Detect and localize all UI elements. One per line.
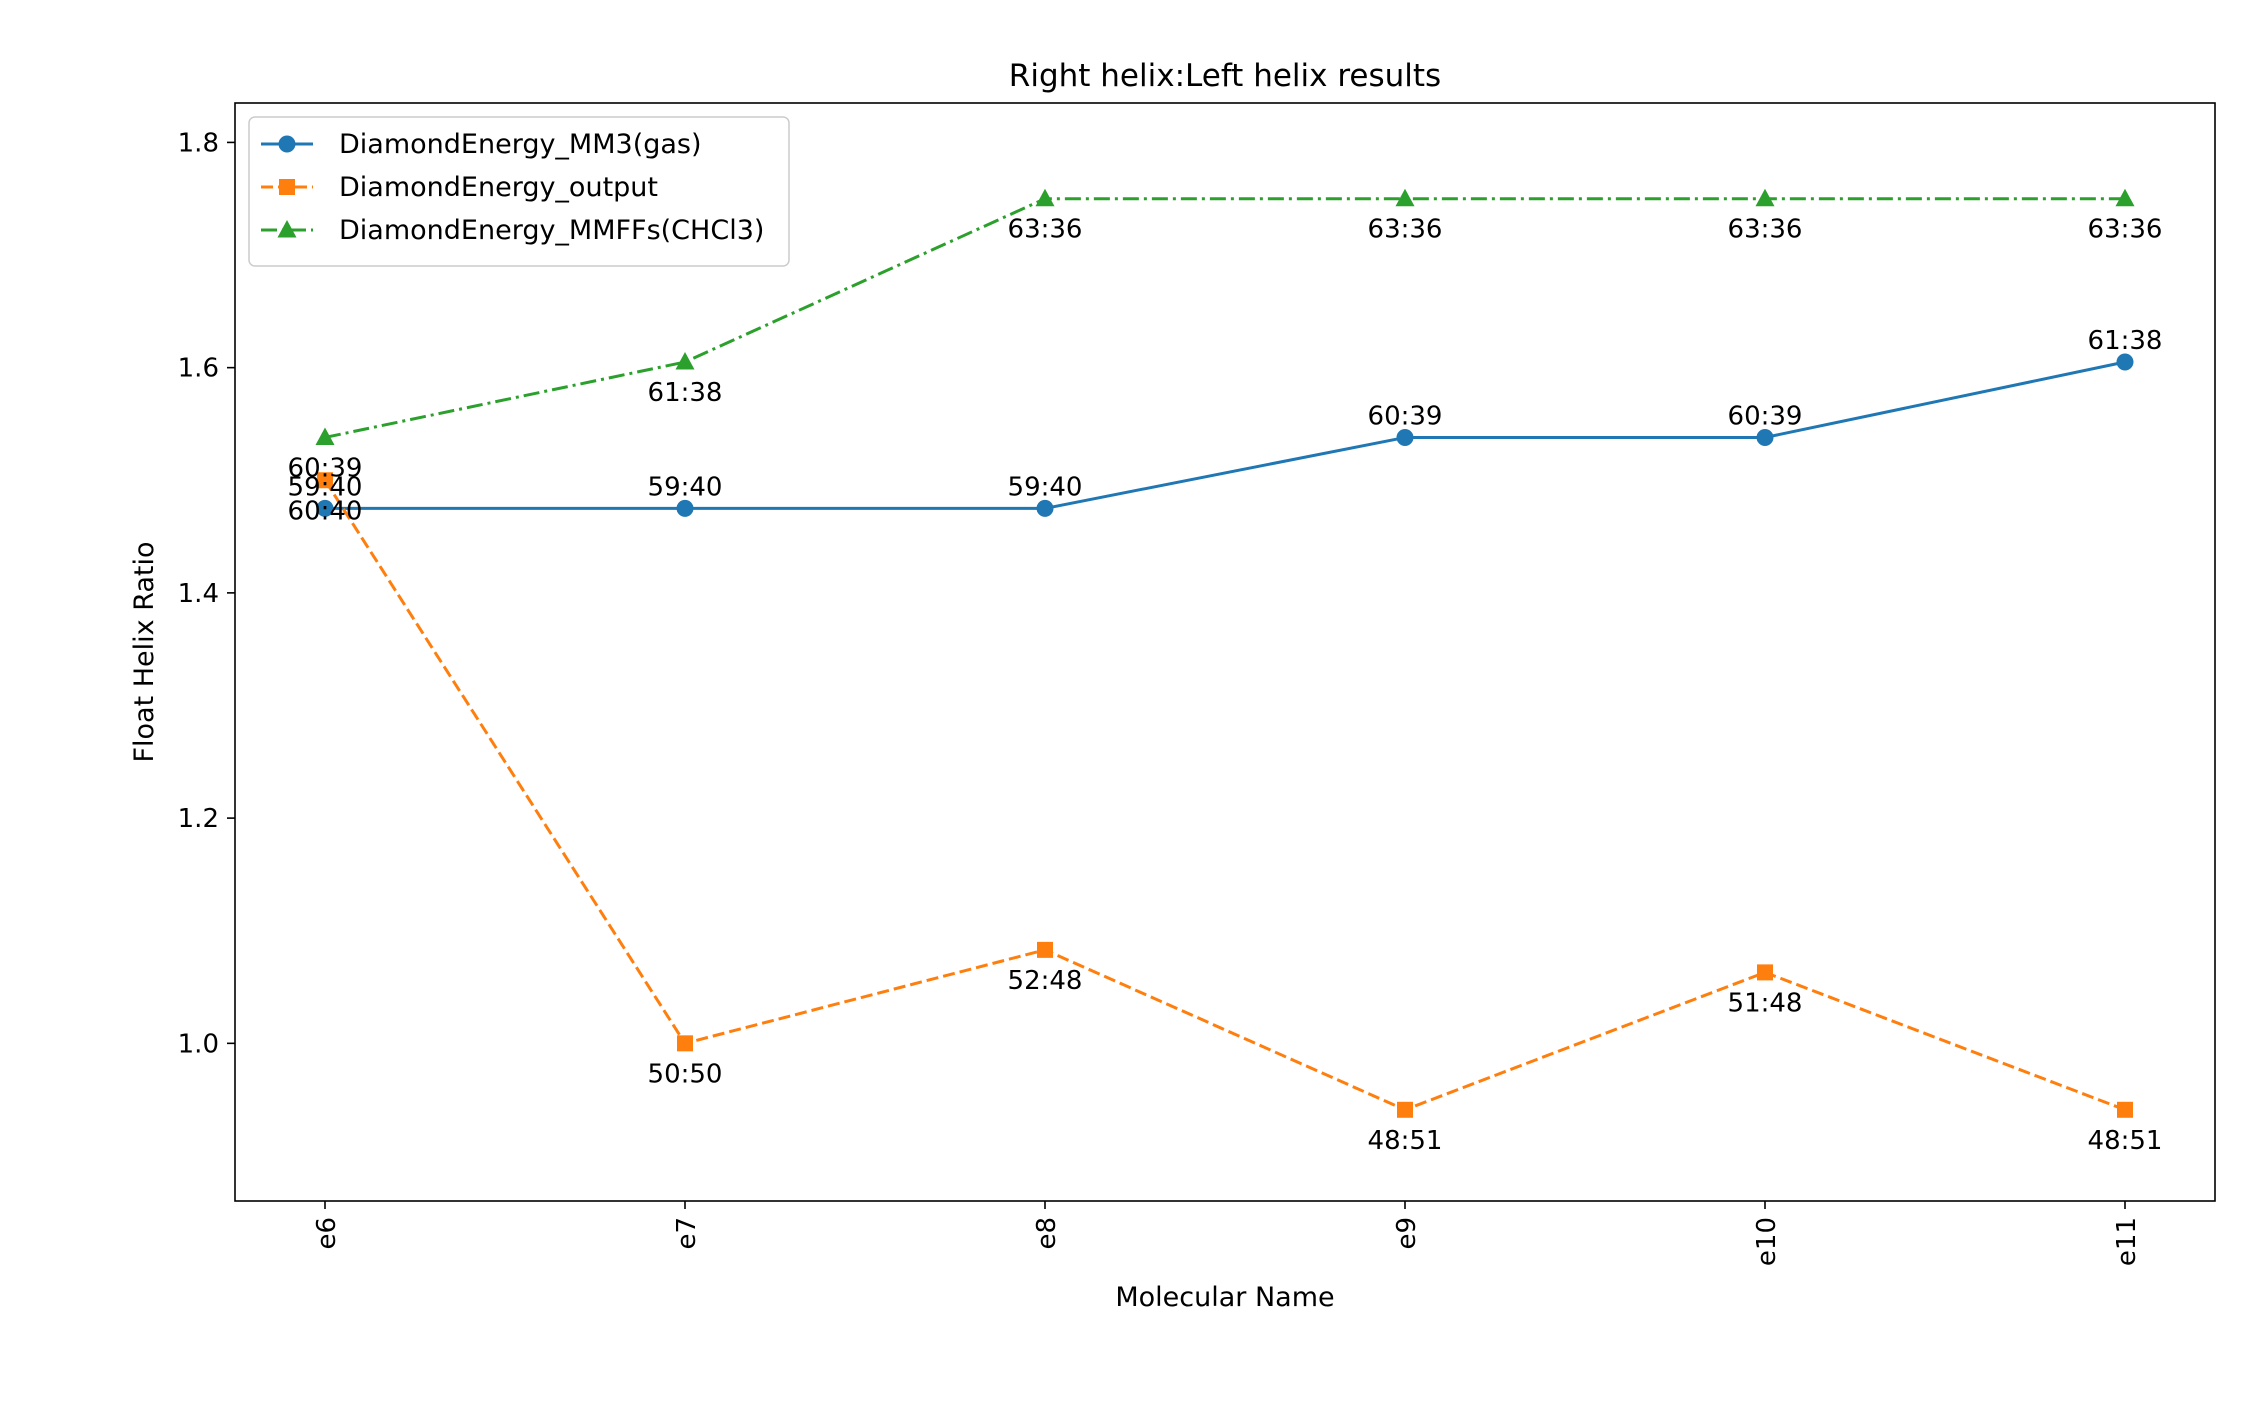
- chart-title: Right helix:Left helix results: [1009, 58, 1441, 94]
- series-1-point: [2116, 353, 2134, 371]
- plot-frame: [234, 102, 2216, 1202]
- legend-label-3: DiamondEnergy_MMFFs(CHCl3): [339, 215, 764, 246]
- data-label: 60:39: [288, 453, 363, 483]
- series-1-point: [1396, 428, 1414, 446]
- y-axis: 1.0 1.2 1.4 1.6 1.8: [178, 128, 235, 1059]
- x-tick-label: e7: [672, 1217, 702, 1250]
- y-tick-label: 1.0: [178, 1029, 219, 1059]
- x-tick-label: e9: [1392, 1217, 1422, 1250]
- data-label: 63:36: [1728, 215, 1803, 245]
- series-3-point: [675, 352, 695, 370]
- series-2-point: [1757, 964, 1773, 981]
- legend-marker-1: [278, 135, 296, 153]
- y-tick-label: 1.6: [178, 354, 219, 384]
- data-label: 48:51: [1368, 1126, 1443, 1156]
- data-label: 52:48: [1008, 966, 1083, 996]
- y-tick-label: 1.2: [178, 804, 219, 834]
- x-tick-label: e10: [1752, 1217, 1782, 1266]
- x-axis: e6 e7 e8 e9 e10 e11: [312, 1201, 2142, 1266]
- data-label: 61:38: [2088, 326, 2163, 356]
- legend-marker-2: [279, 179, 295, 195]
- series-1-point: [1756, 428, 1774, 446]
- x-axis-label: Molecular Name: [1115, 1282, 1334, 1313]
- data-label: 50:50: [648, 1059, 723, 1089]
- data-label: 60:40: [288, 496, 363, 526]
- data-label: 60:39: [1728, 401, 1803, 431]
- series-3-point: [1755, 188, 1775, 207]
- series-3-point: [1035, 188, 1055, 207]
- legend-label-2: DiamondEnergy_output: [339, 172, 658, 203]
- series-2-point: [1037, 941, 1053, 958]
- series-2-point: [317, 472, 333, 489]
- data-label: 51:48: [1728, 988, 1803, 1018]
- series-line-3: [324, 197, 2125, 439]
- x-tick-label: e8: [1032, 1217, 1062, 1250]
- series-3-point: [1395, 188, 1415, 207]
- data-label: 63:36: [2088, 215, 2163, 245]
- legend-marker-3: [277, 220, 297, 238]
- data-label: 60:39: [1368, 401, 1443, 431]
- legend-label-1: DiamondEnergy_MM3(gas): [339, 129, 702, 160]
- data-label: 59:40: [1008, 472, 1083, 502]
- x-tick-label: e6: [312, 1217, 342, 1250]
- legend: DiamondEnergy_MM3(gas) DiamondEnergy_outp…: [248, 116, 790, 267]
- data-label: 63:36: [1368, 215, 1443, 245]
- series-3-point: [315, 427, 335, 445]
- series-2-point: [2117, 1101, 2133, 1118]
- series-1-point: [676, 499, 694, 517]
- series-2-point: [677, 1035, 693, 1052]
- y-tick-label: 1.4: [178, 579, 219, 609]
- y-tick-label: 1.8: [178, 128, 219, 158]
- data-label: 63:36: [1008, 215, 1083, 245]
- series-3-point: [2115, 188, 2135, 207]
- series-1-point: [1036, 499, 1054, 517]
- data-label: 61:38: [648, 378, 723, 408]
- series-layer: [315, 188, 2135, 1118]
- legend-box: [248, 116, 790, 267]
- series-line-1: [325, 360, 2126, 510]
- data-label: 59:40: [288, 472, 363, 502]
- series-2-point: [1397, 1101, 1413, 1118]
- series-1-point: [316, 499, 334, 517]
- y-axis-label: Float Helix Ratio: [129, 541, 160, 762]
- data-label: 59:40: [648, 472, 723, 502]
- x-tick-label: e11: [2112, 1217, 2142, 1266]
- data-label: 48:51: [2088, 1126, 2163, 1156]
